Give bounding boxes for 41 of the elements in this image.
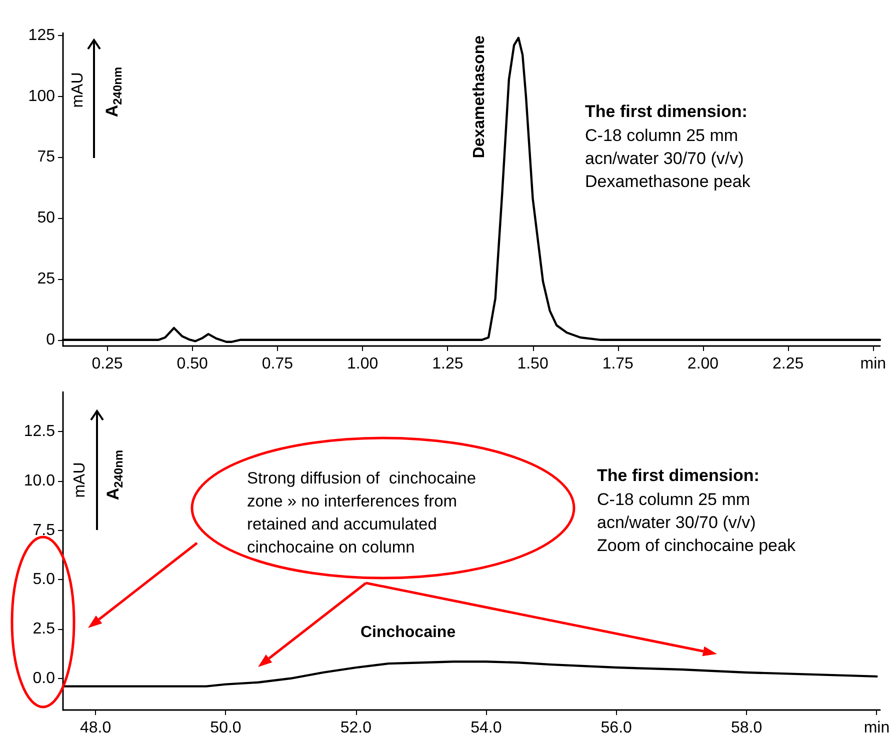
annotation: A240nm: [102, 66, 124, 118]
y-tick-label: 50: [37, 210, 56, 227]
y-axis-title: mAU: [70, 72, 86, 108]
x-tick-label: 1.50: [517, 356, 548, 372]
x-tick-label: 0.50: [176, 356, 208, 372]
annotation: C-18 column 25 mm acn/water 30/70 (v/v) Zoom of cinchocaine peak: [597, 490, 796, 555]
y-tick-label: 25: [37, 270, 56, 288]
x-tick-label: 0.25: [92, 356, 123, 372]
x-tick-label: min: [860, 356, 886, 372]
annotation: A240nm: [104, 450, 126, 500]
x-tick-label: 48.0: [80, 720, 112, 736]
y-tick-label: 0: [46, 331, 56, 348]
annotation: Dexamethasone: [470, 35, 488, 158]
y-tick-label: 125: [28, 26, 56, 44]
annotation: Strong diffusion of cinchocaine zone » no interferences from retained and accumulated cinchocaine on column: [247, 470, 476, 556]
y-tick-label: 100: [28, 88, 56, 105]
y-axis-title: mAU: [72, 462, 88, 498]
x-tick-label: 1.00: [346, 356, 378, 372]
x-tick-label: 52.0: [340, 720, 372, 736]
y-tick-label: 75: [37, 148, 56, 166]
y-tick-label: 5.0: [32, 571, 56, 588]
x-tick-label: 58.0: [730, 720, 762, 736]
y-tick-label: 12.5: [24, 423, 56, 440]
x-tick-label: 2.00: [687, 356, 719, 372]
x-tick-label: 0.75: [262, 356, 294, 372]
x-tick-label: 56.0: [600, 720, 632, 736]
y-tick-label: 10.0: [24, 472, 56, 490]
x-tick-label: 50.0: [210, 720, 242, 736]
y-tick-label: 0.0: [32, 670, 56, 687]
annotation: C-18 column 25 mm acn/water 30/70 (v/v) Dexamethasone peak: [585, 126, 751, 191]
x-tick-label: 54.0: [470, 720, 502, 736]
y-tick-label: 2.5: [32, 620, 56, 638]
x-tick-label: 1.75: [602, 356, 634, 372]
annotation: Cinchocaine: [360, 624, 456, 642]
annotation: The first dimension:: [597, 466, 760, 485]
x-tick-label: 1.25: [432, 356, 464, 372]
line-series: [62, 660, 878, 688]
x-tick-label: min: [864, 720, 890, 736]
x-tick-label: 2.25: [772, 356, 804, 372]
y-tick-label: 7.5: [32, 522, 56, 539]
annotation: The first dimension:: [585, 102, 748, 121]
